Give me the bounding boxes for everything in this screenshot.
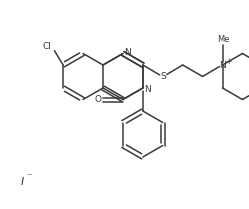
Text: I: I	[20, 177, 24, 187]
Text: N: N	[219, 60, 226, 70]
Text: N: N	[144, 85, 151, 94]
Text: ⁻: ⁻	[26, 172, 32, 182]
Text: Me: Me	[217, 34, 230, 43]
Text: S: S	[160, 72, 166, 81]
Text: N: N	[124, 48, 131, 57]
Text: +: +	[225, 56, 232, 65]
Text: Cl: Cl	[43, 42, 52, 51]
Text: O: O	[94, 95, 101, 104]
